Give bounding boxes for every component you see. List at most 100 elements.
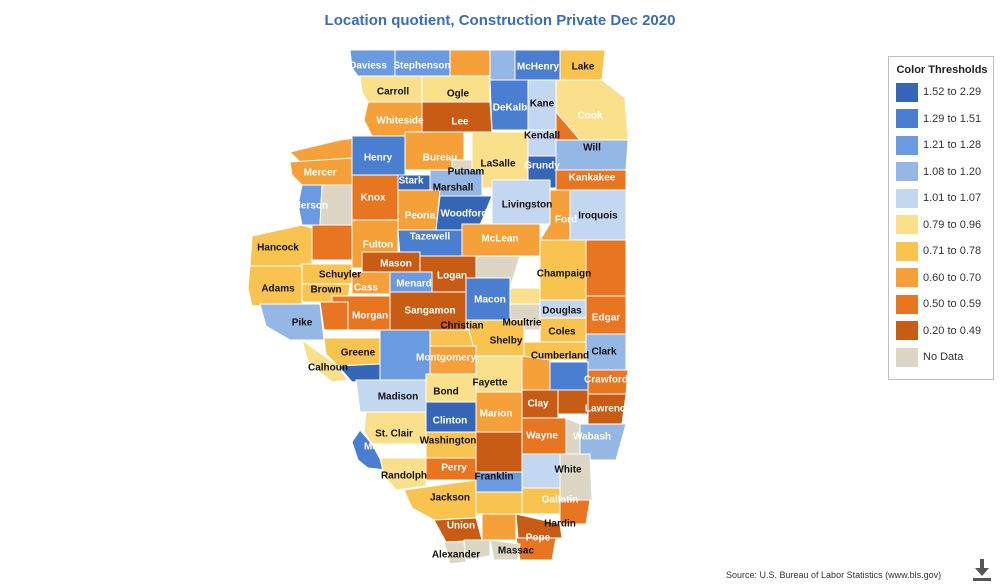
legend-item[interactable]: 0.60 to 0.70 <box>895 267 995 288</box>
county-scott[interactable] <box>319 301 349 331</box>
county-label: Fayette <box>472 378 507 389</box>
county-label: Whiteside <box>376 116 424 127</box>
county-label: Adams <box>261 284 295 295</box>
legend-swatch <box>895 214 919 235</box>
county-label: Bond <box>433 387 459 398</box>
county-label: Hancock <box>257 243 299 254</box>
county-label: Edgar <box>592 313 620 324</box>
county-white[interactable] <box>559 453 593 501</box>
legend-item[interactable]: 1.52 to 2.29 <box>895 81 995 103</box>
county-label: Schuyler <box>319 270 361 281</box>
county-label: Clay <box>527 399 549 410</box>
county-label: Shelby <box>490 336 523 347</box>
county-williamson[interactable] <box>475 491 523 515</box>
county-label: LaSalle <box>480 159 515 170</box>
county-henderson[interactable] <box>297 184 323 226</box>
legend-swatch <box>895 267 919 288</box>
county-boone[interactable] <box>489 49 516 81</box>
county-jasper[interactable] <box>549 361 589 391</box>
county-label: Wabash <box>573 432 611 443</box>
legend-item[interactable]: 0.79 to 0.96 <box>895 214 995 235</box>
legend-swatch <box>895 161 919 182</box>
county-richland[interactable] <box>557 389 589 415</box>
county-label: Will <box>583 143 601 154</box>
county-label: Greene <box>341 348 376 359</box>
county-label: Franklin <box>475 472 514 483</box>
county-randolph[interactable] <box>379 457 427 491</box>
county-hardin[interactable] <box>515 513 563 539</box>
county-label: White <box>554 465 582 476</box>
source-note: Source: U.S. Bureau of Labor Statistics … <box>726 570 942 580</box>
county-piatt[interactable] <box>509 287 541 305</box>
county-label: McHenry <box>517 62 560 73</box>
county-label: Hardin <box>544 519 576 530</box>
county-label: Bureau <box>423 153 457 164</box>
county-johnson[interactable] <box>481 513 517 541</box>
county-label: Champaign <box>537 269 591 280</box>
county-stclair[interactable] <box>363 411 427 445</box>
legend-label: 1.21 to 1.28 <box>923 139 982 151</box>
county-label: Brown <box>310 285 341 296</box>
county-monroe[interactable] <box>351 429 387 471</box>
county-label: Douglas <box>542 306 582 317</box>
county-pulaski[interactable] <box>463 539 491 561</box>
county-label: Fulton <box>363 240 394 251</box>
legend-item[interactable]: 1.01 to 1.07 <box>895 187 995 209</box>
legend-swatch <box>895 81 919 103</box>
county-calhoun[interactable] <box>301 338 349 383</box>
county-pike[interactable] <box>259 303 325 341</box>
county-label: Putnam <box>448 167 485 178</box>
legend-label: 0.79 to 0.96 <box>923 218 982 231</box>
legend-label: 0.60 to 0.70 <box>923 271 982 284</box>
legend-label: 1.52 to 2.29 <box>923 86 982 98</box>
legend-item[interactable]: 1.29 to 1.51 <box>895 108 995 129</box>
county-label: Perry <box>441 463 467 474</box>
county-label: Wayne <box>526 431 558 442</box>
legend-item[interactable]: 0.20 to 0.49 <box>895 320 995 341</box>
county-mcdonough[interactable] <box>311 224 353 261</box>
county-label: Jackson <box>430 493 470 504</box>
county-gallatin[interactable] <box>559 499 591 525</box>
county-label: Marion <box>480 409 513 420</box>
legend-item[interactable]: 1.21 to 1.28 <box>895 134 995 156</box>
county-label: Henderson <box>276 201 328 212</box>
county-label: Mercer <box>304 168 337 179</box>
legend-item[interactable]: No Data <box>895 346 995 368</box>
legend-item[interactable]: 0.71 to 0.78 <box>895 240 995 262</box>
county-label: Menard <box>396 279 432 290</box>
download-icon[interactable] <box>972 558 992 582</box>
legend-item[interactable]: 1.08 to 1.20 <box>895 161 995 182</box>
county-label: Daviess <box>349 61 387 72</box>
county-label: Grundy <box>524 161 560 172</box>
county-label: Livingston <box>502 200 553 211</box>
legend-label: 0.20 to 0.49 <box>923 324 982 337</box>
county-label: Macon <box>474 295 506 306</box>
legend-swatch <box>895 187 919 209</box>
county-label: Stark <box>398 176 423 187</box>
county-jefferson[interactable] <box>475 431 523 473</box>
county-label: Knox <box>361 193 386 204</box>
legend-label: 1.01 to 1.07 <box>923 192 982 204</box>
county-label: McLean <box>481 234 518 245</box>
legend-swatch <box>895 346 919 368</box>
county-label: Monroe <box>364 442 401 453</box>
county-alexander[interactable] <box>443 541 467 565</box>
county-label: Randolph <box>381 471 427 482</box>
county-label: Ogle <box>447 89 470 100</box>
legend-label: 1.29 to 1.51 <box>923 112 982 125</box>
legend-item[interactable]: 0.50 to 0.59 <box>895 293 995 315</box>
legend-title: Color Thresholds <box>896 64 988 76</box>
county-label: Kankakee <box>569 173 616 184</box>
county-label: Crawford <box>584 375 628 386</box>
county-label: Montgomery <box>416 353 476 364</box>
county-label: Calhoun <box>308 363 348 374</box>
legend-label: 1.08 to 1.20 <box>923 165 982 178</box>
legend-swatch <box>895 108 919 129</box>
county-label: Tazewell <box>410 232 451 243</box>
county-label: Washington <box>420 436 477 447</box>
county-massac[interactable] <box>489 539 521 561</box>
county-label: Stephenson <box>393 61 450 72</box>
legend-label: 0.71 to 0.78 <box>923 245 982 257</box>
county-label: Cook <box>578 111 603 122</box>
legend-swatch <box>895 293 919 315</box>
